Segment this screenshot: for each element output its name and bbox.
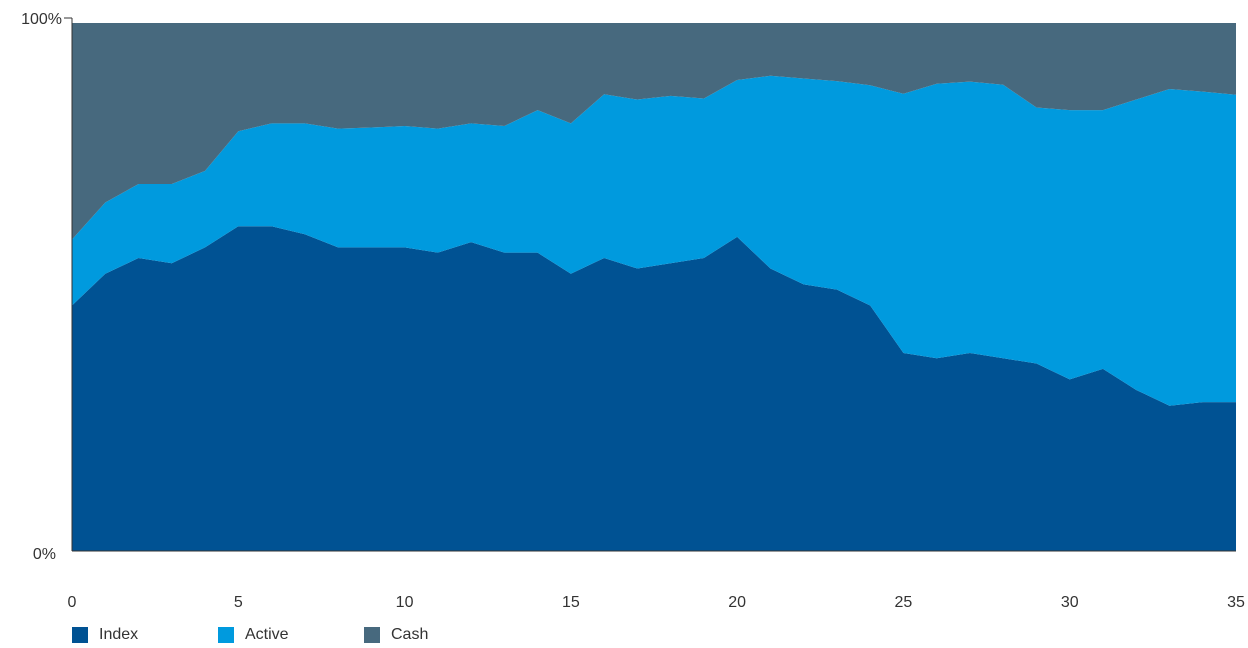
x-tick-label-10: 10	[396, 594, 414, 611]
x-tick-label-5: 5	[234, 594, 243, 611]
tick-labels-group: 100% 0% 0 5 10 15 20 25 30 35	[21, 11, 1245, 611]
axes-group	[64, 17, 1236, 552]
legend-label-active: Active	[245, 626, 289, 643]
x-tick-label-30: 30	[1061, 594, 1079, 611]
area-series-group	[72, 23, 1236, 551]
legend-swatch-index	[72, 627, 88, 643]
x-tick-label-0: 0	[68, 594, 77, 611]
legend-swatch-cash	[364, 627, 380, 643]
x-tick-label-25: 25	[895, 594, 913, 611]
area-index	[72, 226, 1236, 551]
legend-item-active: Active	[218, 626, 364, 644]
area-active	[72, 75, 1236, 406]
legend-item-index: Index	[72, 626, 218, 644]
y-tick-label-0: 0%	[33, 546, 56, 563]
x-tick-label-35: 35	[1227, 594, 1245, 611]
legend-swatch-active	[218, 627, 234, 643]
legend-label-cash: Cash	[391, 626, 429, 643]
y-tick-label-100: 100%	[21, 11, 62, 28]
legend-label-index: Index	[99, 626, 139, 643]
x-tick-label-20: 20	[728, 594, 746, 611]
legend-item-cash: Cash	[364, 626, 510, 644]
legend: Index Active Cash	[72, 626, 510, 644]
area-cash	[72, 23, 1236, 240]
x-tick-label-15: 15	[562, 594, 580, 611]
stacked-area-chart: 100% 0% 0 5 10 15 20 25 30 35	[21, 11, 1245, 611]
